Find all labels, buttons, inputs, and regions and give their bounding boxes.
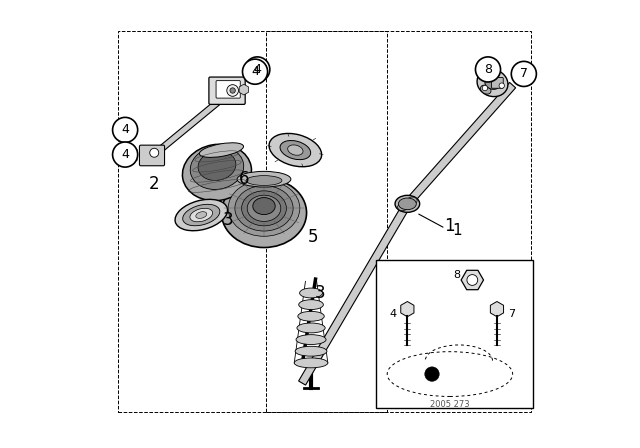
Text: 3: 3 xyxy=(223,211,234,228)
Ellipse shape xyxy=(395,195,420,212)
Circle shape xyxy=(244,57,270,82)
Ellipse shape xyxy=(397,203,408,211)
Circle shape xyxy=(483,86,488,91)
Circle shape xyxy=(476,57,500,82)
FancyBboxPatch shape xyxy=(140,145,164,166)
Text: 4: 4 xyxy=(253,63,261,76)
Text: 6: 6 xyxy=(239,170,249,188)
Bar xyxy=(118,31,387,412)
Polygon shape xyxy=(299,202,411,385)
FancyBboxPatch shape xyxy=(209,77,245,104)
Ellipse shape xyxy=(190,208,212,222)
Text: 2005 273: 2005 273 xyxy=(430,401,470,409)
Ellipse shape xyxy=(235,185,293,231)
Text: 4: 4 xyxy=(390,309,397,319)
Text: 3: 3 xyxy=(315,284,325,302)
Text: 8: 8 xyxy=(484,63,492,76)
Ellipse shape xyxy=(297,323,325,333)
FancyBboxPatch shape xyxy=(492,78,503,88)
Ellipse shape xyxy=(387,352,513,396)
Circle shape xyxy=(499,83,504,88)
Circle shape xyxy=(230,88,236,93)
Ellipse shape xyxy=(300,288,323,298)
Text: 5: 5 xyxy=(308,228,319,246)
FancyBboxPatch shape xyxy=(216,81,240,98)
Circle shape xyxy=(227,85,239,96)
Ellipse shape xyxy=(485,77,500,89)
Ellipse shape xyxy=(295,346,327,356)
Circle shape xyxy=(113,142,138,167)
Polygon shape xyxy=(152,90,232,157)
Ellipse shape xyxy=(296,335,326,345)
Ellipse shape xyxy=(398,198,416,210)
Circle shape xyxy=(488,72,493,78)
Ellipse shape xyxy=(481,69,491,78)
Polygon shape xyxy=(404,82,516,207)
Ellipse shape xyxy=(477,69,508,97)
Bar xyxy=(266,31,531,412)
Ellipse shape xyxy=(182,204,220,226)
Ellipse shape xyxy=(280,141,310,159)
Circle shape xyxy=(425,367,439,381)
Ellipse shape xyxy=(269,134,322,167)
Ellipse shape xyxy=(246,176,282,185)
Text: 2: 2 xyxy=(149,175,159,193)
Ellipse shape xyxy=(228,181,300,236)
Text: 7: 7 xyxy=(520,67,528,81)
Ellipse shape xyxy=(294,358,328,368)
Text: 4: 4 xyxy=(121,123,129,137)
Circle shape xyxy=(467,275,477,285)
Ellipse shape xyxy=(182,144,252,201)
Ellipse shape xyxy=(175,199,227,231)
Ellipse shape xyxy=(298,311,324,321)
Text: 7: 7 xyxy=(508,309,515,319)
Ellipse shape xyxy=(407,197,417,204)
Text: 8: 8 xyxy=(453,270,460,280)
Ellipse shape xyxy=(481,85,491,94)
Ellipse shape xyxy=(190,146,244,190)
Text: 1: 1 xyxy=(445,217,455,235)
Circle shape xyxy=(113,117,138,142)
Ellipse shape xyxy=(253,198,275,215)
Ellipse shape xyxy=(247,195,281,221)
Circle shape xyxy=(150,148,159,157)
Ellipse shape xyxy=(242,191,287,226)
Circle shape xyxy=(511,61,536,86)
Text: 1: 1 xyxy=(452,223,462,238)
Bar xyxy=(376,260,532,408)
Ellipse shape xyxy=(198,151,236,181)
Text: 4: 4 xyxy=(251,65,259,78)
Ellipse shape xyxy=(199,143,244,157)
Ellipse shape xyxy=(221,178,307,247)
Ellipse shape xyxy=(299,300,323,310)
Text: 4: 4 xyxy=(121,148,129,161)
Ellipse shape xyxy=(288,145,303,155)
Ellipse shape xyxy=(196,212,207,218)
Ellipse shape xyxy=(237,172,291,187)
Circle shape xyxy=(243,59,268,84)
